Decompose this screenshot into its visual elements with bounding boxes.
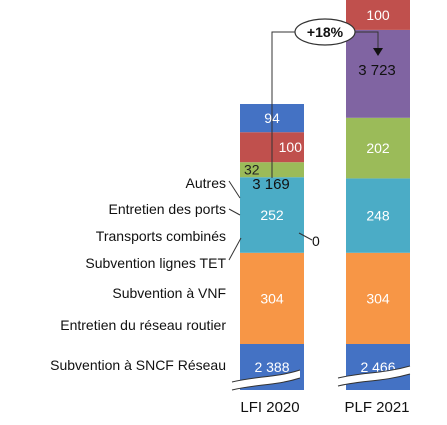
category-lfi-2020: LFI 2020 [240, 399, 299, 416]
axis-break [231, 365, 411, 391]
bars-group [240, 0, 410, 390]
value-label-0-3: 252 [260, 207, 284, 223]
growth-label: +18% [307, 24, 344, 40]
leader-lines [228, 180, 313, 261]
value-label-1-6: 100 [366, 7, 390, 23]
growth-indicator: +18% [271, 18, 383, 178]
series-label-reseau-routier: Entretien du réseau routier [60, 317, 226, 333]
value-label-0-6: 100 [279, 139, 303, 155]
bar-segment-1-1 [346, 252, 410, 344]
value-label-0-1: 304 [260, 290, 284, 306]
bar-segment-1-4 [346, 117, 410, 179]
bar-segment-0-3 [240, 177, 304, 253]
value-label-1-3: 248 [366, 208, 390, 224]
total-plf-2021: 3 723 [358, 62, 396, 79]
bar-segment-1-6 [346, 0, 410, 30]
bar-segment-0-1 [240, 252, 304, 344]
series-label-entretien-ports: Entretien des ports [108, 201, 226, 217]
value-label-1-4: 202 [366, 140, 390, 156]
series-label-transports-combines: Transports combinés [96, 228, 226, 244]
total-lfi-2020: 3 169 [252, 176, 290, 193]
value-label-0-5: 0 [312, 233, 320, 249]
value-label-1-1: 304 [366, 290, 390, 306]
series-label-vnf: Subvention à VNF [112, 285, 226, 301]
series-label-lignes-tet: Subvention lignes TET [85, 255, 226, 271]
value-label-0-0: 2 388 [254, 359, 289, 375]
series-label-autres: Autres [186, 175, 226, 191]
series-label-sncf-reseau: Subvention à SNCF Réseau [50, 357, 226, 373]
value-label-0-4: 32 [244, 162, 260, 178]
bar-segment-1-3 [346, 178, 410, 253]
category-plf-2021: PLF 2021 [344, 399, 409, 416]
growth-bubble [294, 18, 356, 46]
